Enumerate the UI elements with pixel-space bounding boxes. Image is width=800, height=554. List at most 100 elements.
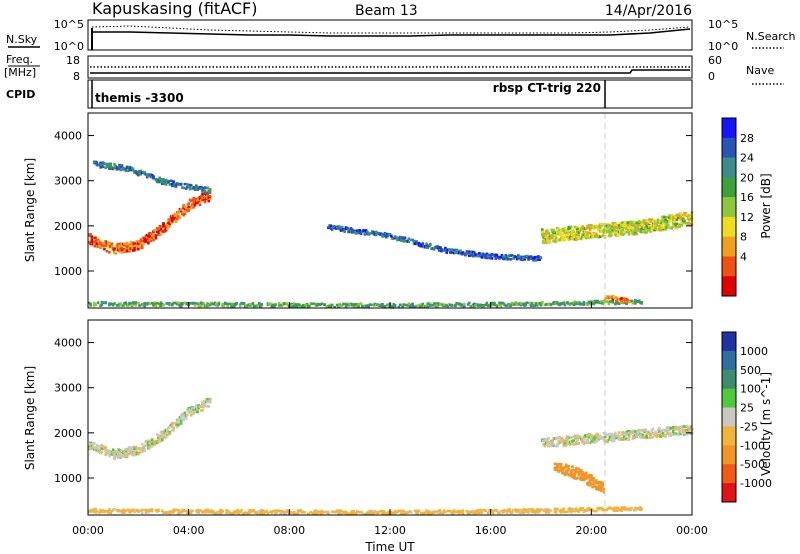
velocity-cell bbox=[166, 511, 169, 514]
power-cell bbox=[164, 183, 168, 186]
power-cell bbox=[483, 253, 486, 257]
velocity-cell bbox=[172, 510, 175, 514]
power-cell bbox=[615, 300, 618, 303]
velocity-cell bbox=[196, 410, 199, 414]
velocity-cell bbox=[539, 508, 543, 512]
power-cell bbox=[609, 295, 612, 299]
velocity-cell bbox=[155, 433, 159, 436]
velocity-cell bbox=[101, 444, 105, 448]
power-cell bbox=[648, 225, 651, 228]
velocity-cell bbox=[572, 475, 576, 479]
velocity-cell bbox=[198, 509, 202, 512]
velocity-cell bbox=[382, 509, 386, 513]
power-cell bbox=[110, 242, 114, 246]
y-tick-label: 1000 bbox=[54, 472, 82, 485]
power-cell bbox=[396, 238, 399, 241]
freq-tick-top: 18 bbox=[66, 54, 80, 67]
velocity-cell bbox=[585, 472, 588, 476]
velocity-cell bbox=[144, 508, 148, 512]
power-cell bbox=[552, 302, 555, 305]
power-cell bbox=[162, 222, 165, 225]
freq-trace bbox=[90, 69, 690, 74]
colorbar-swatch bbox=[722, 197, 736, 218]
power-cell bbox=[113, 163, 116, 166]
power-cell bbox=[201, 193, 204, 196]
power-cell bbox=[98, 163, 101, 166]
velocity-cell bbox=[556, 444, 559, 448]
x-tick-label: 00:00 bbox=[676, 524, 708, 537]
power-cell bbox=[519, 303, 523, 307]
power-cell bbox=[119, 168, 123, 172]
velocity-cell bbox=[592, 477, 596, 480]
power-cell bbox=[640, 221, 643, 224]
velocity-cell bbox=[505, 511, 509, 515]
velocity-cell bbox=[225, 508, 228, 512]
colorbar-tick-label: 25 bbox=[740, 402, 754, 415]
power-cell bbox=[125, 249, 129, 252]
velocity-cell bbox=[183, 411, 187, 415]
power-cell bbox=[118, 164, 121, 167]
power-cell bbox=[665, 216, 669, 219]
velocity-cell bbox=[348, 512, 352, 516]
velocity-cell bbox=[562, 467, 565, 471]
power-cell bbox=[352, 305, 355, 309]
velocity-cell bbox=[432, 510, 436, 513]
power-cell bbox=[578, 301, 582, 305]
velocity-cell bbox=[148, 446, 151, 450]
velocity-cell bbox=[549, 509, 553, 512]
velocity-cell bbox=[595, 434, 598, 438]
velocity-cell bbox=[120, 455, 124, 458]
velocity-cell bbox=[327, 512, 330, 515]
velocity-cell bbox=[671, 430, 675, 433]
velocity-cell bbox=[189, 511, 193, 514]
velocity-cell bbox=[372, 512, 375, 515]
y-tick-label: 3000 bbox=[54, 382, 82, 395]
velocity-cell bbox=[439, 509, 442, 512]
velocity-cell bbox=[655, 432, 659, 435]
velocity-cell bbox=[134, 445, 138, 449]
power-cell bbox=[148, 234, 151, 237]
velocity-cell bbox=[284, 512, 287, 515]
power-cell bbox=[153, 303, 156, 306]
velocity-cell bbox=[309, 511, 313, 514]
velocity-cell bbox=[508, 508, 511, 511]
power-cell bbox=[159, 233, 163, 236]
power-cell bbox=[425, 242, 428, 246]
velocity-cell bbox=[232, 511, 236, 515]
velocity-cell bbox=[592, 437, 596, 440]
power-cell bbox=[450, 303, 453, 307]
beam-title: Beam 13 bbox=[355, 3, 418, 19]
power-cell bbox=[588, 231, 592, 235]
colorbar-tick-label: 8 bbox=[740, 231, 747, 244]
power-cell bbox=[471, 250, 475, 254]
power-cell bbox=[562, 235, 565, 239]
velocity-cell bbox=[639, 506, 642, 509]
velocity-cell bbox=[286, 510, 290, 514]
power-cell bbox=[193, 204, 197, 207]
power-cell bbox=[357, 305, 360, 309]
power-cell bbox=[524, 255, 528, 258]
power-cell bbox=[426, 305, 430, 308]
velocity-cell bbox=[581, 471, 584, 474]
power-cell bbox=[364, 230, 368, 233]
velocity-cell bbox=[542, 440, 545, 443]
velocity-cell bbox=[576, 439, 579, 442]
power-cell bbox=[284, 302, 287, 306]
velocity-cell bbox=[111, 451, 115, 455]
velocity-cell bbox=[252, 508, 256, 512]
velocity-cell bbox=[161, 509, 164, 512]
power-cell bbox=[207, 199, 211, 203]
velocity-cell bbox=[164, 436, 168, 439]
velocity-cell bbox=[522, 508, 525, 511]
power-cell bbox=[577, 234, 581, 237]
colorbar-tick-label: -25 bbox=[740, 420, 758, 433]
velocity-cell bbox=[627, 438, 631, 441]
velocity-cell bbox=[138, 451, 141, 454]
power-cell bbox=[99, 161, 102, 165]
velocity-cell bbox=[571, 508, 574, 511]
power-cell bbox=[542, 241, 545, 244]
velocity-cell bbox=[626, 429, 630, 433]
power-cell bbox=[99, 246, 102, 249]
velocity-cell bbox=[595, 487, 598, 490]
power-cell bbox=[644, 221, 647, 225]
